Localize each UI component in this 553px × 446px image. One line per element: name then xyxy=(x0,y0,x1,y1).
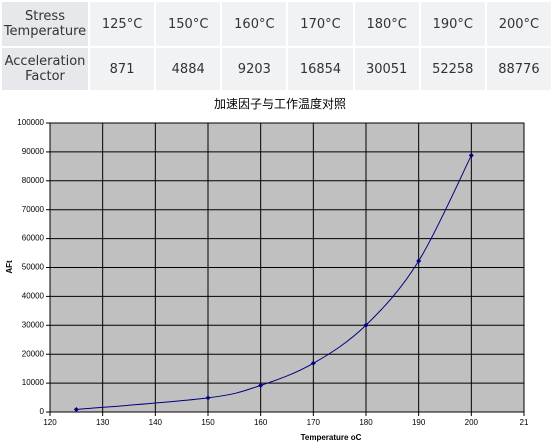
y-tick-label: 50000 xyxy=(22,263,45,272)
x-axis-label: Temperature oC xyxy=(301,433,362,442)
y-tick-label: 60000 xyxy=(22,234,45,243)
x-tick-label: 21 xyxy=(520,418,529,427)
table-cell: 200°C xyxy=(484,0,553,48)
table-cell: 125°C xyxy=(87,0,157,48)
table-cell: 9203 xyxy=(220,46,289,92)
table-cell: 30051 xyxy=(352,46,421,92)
y-tick-label: 40000 xyxy=(22,292,45,301)
y-tick-label: 100000 xyxy=(17,118,44,127)
table-cell: 180°C xyxy=(352,0,421,48)
x-tick-label: 200 xyxy=(465,418,479,427)
x-tick-label: 120 xyxy=(43,418,57,427)
y-axis-label: AFt xyxy=(5,260,14,274)
chart: 加速因子与工作温度对照 Temperature oC AFt 0 10000 200… xyxy=(5,96,529,442)
data-point xyxy=(258,382,264,388)
x-tick-label: 170 xyxy=(307,418,321,427)
y-tick-label: 70000 xyxy=(22,205,45,214)
data-point xyxy=(416,258,422,264)
data-point xyxy=(205,395,211,401)
table-cell: 871 xyxy=(87,46,157,92)
data-point xyxy=(310,360,316,366)
data-point xyxy=(468,152,474,158)
x-tick-label: 190 xyxy=(412,418,426,427)
x-tick-label: 130 xyxy=(96,418,110,427)
table-cell: 88776 xyxy=(484,46,553,92)
y-tick-label: 90000 xyxy=(22,147,45,156)
row-header: Stress Temperature xyxy=(0,0,90,48)
table-cell: 170°C xyxy=(286,0,355,48)
data-point xyxy=(363,322,369,328)
y-tick-label: 0 xyxy=(40,407,45,416)
table-cell: 160°C xyxy=(220,0,289,48)
table-row: Acceleration Factor 871 4884 9203 16854 30051… xyxy=(0,46,553,92)
x-tick-label: 140 xyxy=(149,418,163,427)
table-cell: 4884 xyxy=(154,46,223,92)
x-tick-label: 150 xyxy=(201,418,215,427)
data-point xyxy=(73,406,79,412)
table-cell: 150°C xyxy=(154,0,223,48)
y-tick-label: 30000 xyxy=(22,320,45,329)
table-cell: 16854 xyxy=(286,46,355,92)
table-row: Stress Temperature 125°C 150°C 160°C 170°C 18… xyxy=(0,0,553,48)
y-tick-label: 10000 xyxy=(22,378,45,387)
y-tick-label: 80000 xyxy=(22,176,45,185)
row-header: Acceleration Factor xyxy=(0,46,90,92)
table-cell: 52258 xyxy=(418,46,487,92)
x-tick-label: 180 xyxy=(359,418,373,427)
table-cell: 190°C xyxy=(418,0,487,48)
data-table: Stress Temperature 125°C 150°C 160°C 170°C 18… xyxy=(0,0,553,92)
y-tick-label: 20000 xyxy=(22,349,45,358)
chart-title: 加速因子与工作温度对照 xyxy=(214,96,346,111)
x-tick-label: 160 xyxy=(254,418,268,427)
